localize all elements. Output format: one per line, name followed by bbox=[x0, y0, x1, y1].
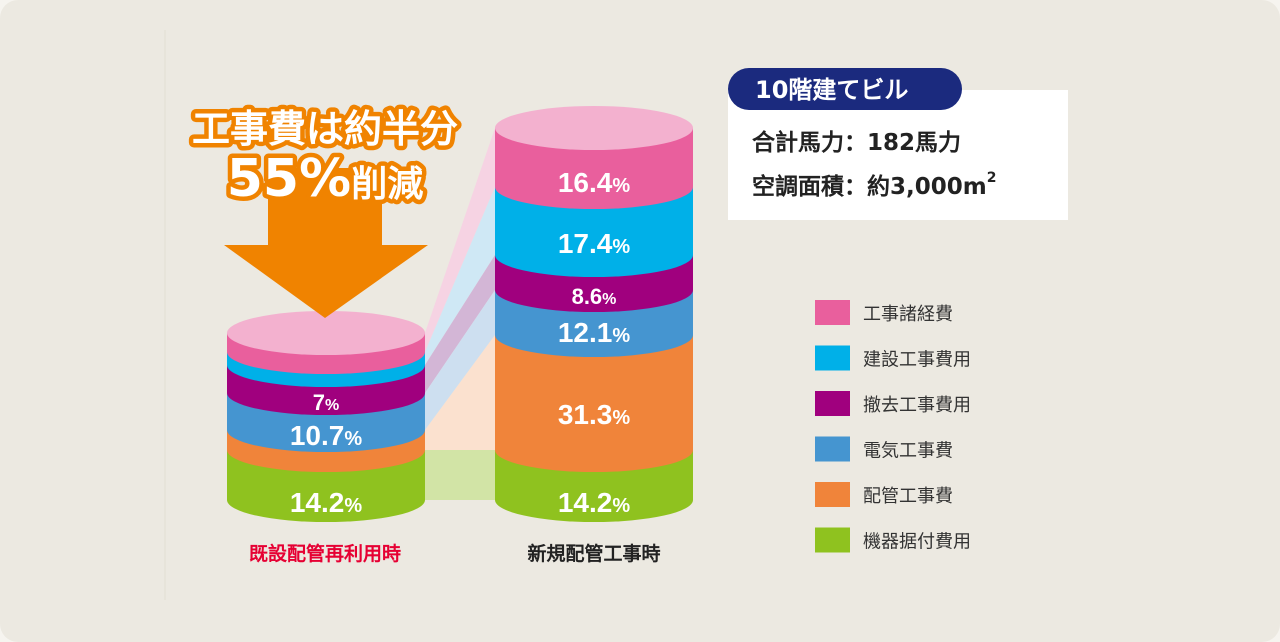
legend-swatch bbox=[815, 391, 850, 416]
connector-band-4 bbox=[425, 290, 495, 430]
data-labels: 7% 10.7% 14.2% 16.4% 17.4% 8.6% 12.1% 31.3% 14.2… bbox=[290, 167, 631, 518]
legend-label: 機器据付費用 bbox=[863, 532, 971, 553]
cylinder-top bbox=[227, 311, 425, 355]
cylinder-new-piping bbox=[495, 106, 693, 522]
category-label-existing: 既設配管再利用時 bbox=[249, 542, 401, 565]
data-label: 14.2% bbox=[558, 487, 631, 518]
info-badge-text: 10階建てビル bbox=[755, 76, 908, 104]
connector-bands bbox=[425, 128, 495, 500]
reduction-text: 削減 bbox=[351, 164, 423, 205]
data-label: 12.1% bbox=[558, 317, 631, 348]
reduction-percent: 55% bbox=[227, 149, 351, 209]
connector-band-1 bbox=[425, 128, 495, 352]
legend-label: 建設工事費用 bbox=[863, 350, 971, 371]
data-label: 8.6% bbox=[572, 284, 617, 309]
legend-swatch bbox=[815, 300, 850, 325]
connector-band-3 bbox=[425, 255, 495, 393]
data-label: 16.4% bbox=[558, 167, 631, 198]
info-box bbox=[728, 90, 1068, 220]
legend-label: 電気工事費 bbox=[863, 441, 953, 462]
data-label: 31.3% bbox=[558, 399, 631, 430]
data-label: 7% bbox=[313, 390, 339, 415]
legend-label: 工事諸経費 bbox=[863, 304, 953, 325]
cylinder-top bbox=[495, 106, 693, 150]
data-label: 17.4% bbox=[558, 228, 631, 259]
cylinder-segment-工事諸経費 bbox=[495, 128, 693, 209]
headline-line2: 55%削減 bbox=[227, 149, 423, 209]
headline-line1: 工事費は約半分 bbox=[192, 107, 458, 151]
category-label-new: 新規配管工事時 bbox=[527, 542, 660, 565]
legend-label: 撤去工事費用 bbox=[863, 395, 971, 416]
info-badge bbox=[728, 68, 962, 110]
info-horsepower: 合計馬力：182馬力 bbox=[752, 129, 961, 156]
down-arrow-icon bbox=[224, 168, 428, 318]
connector-band-2 bbox=[425, 187, 495, 365]
data-label: 14.2% bbox=[290, 487, 363, 518]
legend-swatch bbox=[815, 345, 850, 371]
connector-band-5 bbox=[425, 335, 495, 450]
legend-label: 配管工事費 bbox=[863, 486, 953, 507]
cylinder-segment-配管工事費 bbox=[495, 335, 693, 472]
cylinder-segment-建設工事費用 bbox=[495, 187, 693, 277]
cylinder-existing-piping bbox=[227, 311, 425, 522]
info-area: 空調面積：約3,000m2 bbox=[752, 170, 996, 200]
data-label: 10.7% bbox=[290, 420, 363, 451]
connector-band-6 bbox=[425, 450, 495, 500]
legend-swatch bbox=[815, 482, 850, 507]
legend-swatch bbox=[815, 527, 850, 553]
legend-swatch bbox=[815, 436, 850, 462]
